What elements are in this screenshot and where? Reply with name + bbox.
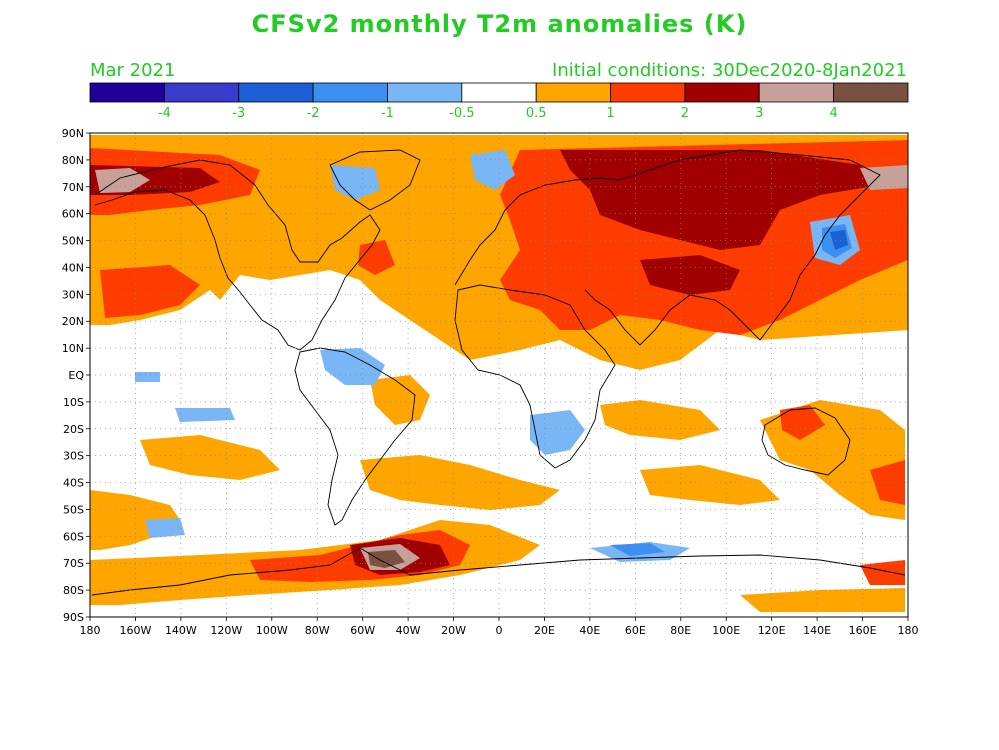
forecast-month: Mar 2021 [90, 60, 176, 81]
australia-coast [761, 407, 851, 476]
lat-label: 60N [62, 208, 84, 221]
colorbar-label: -4 [158, 106, 171, 121]
colorbar-swatch [833, 82, 909, 103]
anomaly-region [640, 255, 740, 295]
lat-label: EQ [68, 369, 84, 382]
colorbar [89, 82, 909, 103]
anomaly-region [740, 588, 905, 612]
anomaly-region [530, 410, 585, 455]
colorbar-swatch [238, 82, 314, 103]
anomaly-region [370, 375, 430, 425]
lon-label: 180 [898, 624, 919, 637]
lat-label: 40S [63, 477, 84, 490]
anomaly-region [600, 400, 720, 440]
initial-conditions: Initial conditions: 30Dec2020-8Jan2021 [552, 60, 907, 81]
lon-label: 60E [625, 624, 646, 637]
latitude-labels: 90N 80N 70N 60N 50N 40N 30N 20N 10N EQ 10S 20S 30S 40… [62, 127, 90, 624]
map-title: CFSv2 monthly T2m anomalies (K) [251, 10, 748, 38]
lon-label: 120E [758, 624, 786, 637]
anomaly-region [560, 150, 880, 250]
lat-label: 60S [63, 530, 84, 543]
lat-label: 90S [63, 611, 84, 624]
coastlines [91, 149, 906, 596]
lat-label: 40N [62, 261, 84, 274]
north-america-coast [94, 159, 381, 351]
lon-label: 20W [441, 624, 466, 637]
lat-label: 50S [63, 503, 84, 516]
lon-label: 20E [534, 624, 555, 637]
lon-label: 0 [496, 624, 503, 637]
lat-label: 30N [62, 288, 84, 301]
colorbar-label: 1 [606, 106, 614, 121]
lat-label: 10N [62, 342, 84, 355]
colorbar-swatch [387, 82, 463, 103]
colorbar-label: 0.5 [526, 106, 547, 121]
anomaly-region [358, 240, 395, 275]
anomaly-region [610, 543, 665, 556]
anomaly-region [140, 435, 280, 480]
anomaly-region [175, 408, 235, 422]
longitude-labels: 180 160W 140W 120W 100W 80W 60W 40W 20W 0 20E 40E 60… [80, 617, 919, 637]
colorbar-labels: -4 -3 -2 -1 -0.5 0.5 1 2 3 4 [158, 106, 838, 121]
anomaly-region [145, 518, 185, 538]
anomaly-region [330, 165, 380, 200]
colorbar-swatch [312, 82, 388, 103]
lon-label: 80W [305, 624, 330, 637]
lat-label: 70S [63, 557, 84, 570]
lon-label: 60W [350, 624, 375, 637]
lat-label: 50N [62, 235, 84, 248]
lon-label: 180 [80, 624, 101, 637]
colorbar-swatch [610, 82, 686, 103]
lon-label: 140E [803, 624, 831, 637]
anomaly-region [100, 265, 200, 318]
lon-label: 100E [712, 624, 740, 637]
anomaly-region [870, 460, 905, 505]
greenland-coast [329, 149, 421, 211]
lon-label: 120W [210, 624, 242, 637]
colorbar-swatch [684, 82, 760, 103]
colorbar-label: 2 [681, 106, 689, 121]
anomaly-region [470, 150, 515, 190]
lat-label: 20S [63, 423, 84, 436]
lat-label: 30S [63, 450, 84, 463]
south-america-coast [294, 347, 416, 526]
colorbar-swatch [461, 82, 537, 103]
lon-label: 140W [165, 624, 197, 637]
europe-coast [454, 177, 621, 286]
colorbar-swatch [758, 82, 835, 103]
lon-label: 160E [849, 624, 877, 637]
lat-label: 80N [62, 154, 84, 167]
antarctica-coast [91, 547, 906, 596]
anomaly-region [640, 465, 780, 505]
lat-label: 90N [62, 127, 84, 140]
colorbar-label: -0.5 [449, 106, 474, 121]
lon-label: 80E [670, 624, 691, 637]
grid-lines [90, 133, 908, 617]
lat-label: 20N [62, 315, 84, 328]
colorbar-label: 3 [755, 106, 763, 121]
africa-coast [454, 284, 616, 469]
colorbar-label: 4 [829, 106, 837, 121]
lon-label: 100W [256, 624, 288, 637]
lon-label: 40W [396, 624, 421, 637]
lat-label: 10S [63, 396, 84, 409]
colorbar-swatch [163, 82, 240, 103]
colorbar-label: -1 [381, 106, 394, 121]
anomaly-region [830, 230, 848, 250]
colorbar-label: -2 [307, 106, 320, 121]
colorbar-swatch [89, 82, 165, 103]
colorbar-label: -3 [232, 106, 245, 121]
anomaly-region [780, 405, 825, 440]
anomaly-region [860, 560, 905, 585]
lat-label: 80S [63, 584, 84, 597]
colorbar-swatch [535, 82, 611, 103]
anomaly-region [320, 348, 385, 385]
anomaly-region [135, 372, 160, 382]
lon-label: 40E [579, 624, 600, 637]
lat-label: 70N [62, 181, 84, 194]
lon-label: 160W [120, 624, 152, 637]
